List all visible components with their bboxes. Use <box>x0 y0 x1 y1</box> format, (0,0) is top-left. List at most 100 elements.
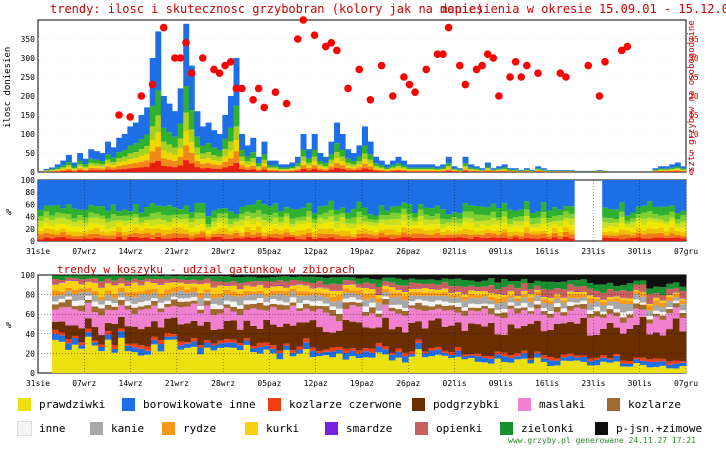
species-share-segment <box>342 352 350 360</box>
quality-share-segment <box>283 216 290 224</box>
efficiency-dot <box>327 39 336 47</box>
quality-share-segment <box>306 211 313 217</box>
y2-tick-label: 20 <box>689 92 699 101</box>
report-bar-segment <box>440 169 447 171</box>
quality-share-segment <box>406 237 413 241</box>
quality-share-segment <box>356 211 363 218</box>
quality-share-segment <box>412 212 419 218</box>
quality-share-segment <box>294 220 301 225</box>
species-share-segment <box>501 352 509 357</box>
species-share-segment <box>586 294 594 296</box>
species-share-segment <box>520 350 528 354</box>
report-bar-segment <box>233 162 240 172</box>
quality-share-segment <box>641 230 648 235</box>
species-share-segment <box>269 324 277 346</box>
species-share-segment <box>131 326 139 344</box>
species-share-segment <box>441 301 449 306</box>
report-bar-segment <box>88 149 95 159</box>
species-share-segment <box>567 353 575 357</box>
species-share-segment <box>619 312 627 318</box>
species-share-segment <box>593 297 601 300</box>
quality-share-segment <box>546 218 553 223</box>
report-bar-segment <box>160 150 167 159</box>
species-share-segment <box>369 328 377 349</box>
species-share-segment <box>322 306 330 313</box>
species-share-segment <box>289 297 297 303</box>
report-bar-segment <box>484 171 491 172</box>
quality-share-segment <box>105 235 112 239</box>
quality-share-segment <box>239 206 246 214</box>
species-share-segment <box>573 293 581 299</box>
quality-share-segment <box>524 216 530 223</box>
report-bar-segment <box>144 153 151 161</box>
species-share-segment <box>593 306 601 312</box>
efficiency-dot <box>249 96 257 104</box>
report-bar-segment <box>401 168 408 170</box>
quality-share-segment <box>501 223 508 229</box>
species-share-segment <box>131 278 139 282</box>
report-bar-segment <box>88 158 95 163</box>
quality-share-segment <box>406 180 413 205</box>
report-bar-segment <box>384 169 391 171</box>
legend-swatch <box>17 421 32 436</box>
efficiency-dot <box>115 111 123 119</box>
quality-share-segment <box>183 229 190 234</box>
y2-tick-label: 5 <box>689 149 694 158</box>
report-bar-segment <box>54 167 61 169</box>
species-share-segment <box>501 356 509 363</box>
report-bar-segment <box>211 164 218 169</box>
report-bar-segment <box>339 149 346 157</box>
efficiency-dot <box>282 99 291 108</box>
quality-share-segment <box>38 234 44 240</box>
species-share-segment <box>342 280 350 285</box>
quality-share-segment <box>680 232 687 236</box>
quality-share-segment <box>43 205 50 212</box>
species-share-segment <box>428 356 436 373</box>
species-share-segment <box>151 288 159 293</box>
species-share-segment <box>203 292 211 299</box>
efficiency-dot <box>405 80 414 89</box>
quality-share-segment <box>172 218 179 224</box>
quality-share-segment <box>373 226 380 232</box>
report-bar-segment <box>65 162 72 166</box>
quality-share-segment <box>65 180 72 205</box>
report-bar-segment <box>389 165 396 168</box>
quality-share-segment <box>322 233 329 239</box>
species-share-segment <box>91 301 99 307</box>
species-share-segment <box>593 284 601 291</box>
species-share-segment <box>586 335 594 359</box>
species-share-segment <box>461 286 469 294</box>
quality-share-segment <box>641 238 648 241</box>
species-share-segment <box>170 275 178 277</box>
report-bar-segment <box>166 144 173 153</box>
quality-share-segment <box>384 237 391 241</box>
species-share-segment <box>170 282 178 288</box>
report-bar-segment <box>294 167 301 170</box>
report-bar-segment <box>283 169 290 171</box>
species-share-segment <box>217 340 225 344</box>
species-share-segment <box>316 277 324 282</box>
species-share-segment <box>223 347 231 373</box>
report-bar-segment <box>99 168 106 171</box>
quality-share-segment <box>618 229 625 235</box>
species-share-segment <box>197 292 205 299</box>
species-share-segment <box>388 304 396 308</box>
species-share-segment <box>534 351 542 354</box>
report-bar-segment <box>490 169 497 171</box>
report-bar-segment <box>322 169 329 171</box>
report-bar-segment <box>306 158 313 163</box>
species-share-segment <box>415 279 423 284</box>
x-tick-label: 12paz <box>304 247 328 256</box>
species-share-segment <box>256 347 264 354</box>
report-bar-segment <box>160 96 167 128</box>
species-share-segment <box>468 280 476 286</box>
quality-share-segment <box>468 205 475 212</box>
species-share-segment <box>111 323 119 345</box>
quality-share-segment <box>652 233 659 238</box>
species-share-segment <box>309 311 317 321</box>
species-share-segment <box>362 306 370 312</box>
species-share-segment <box>514 298 522 302</box>
quality-share-segment <box>434 224 441 229</box>
species-share-segment <box>586 295 594 299</box>
species-share-segment <box>448 297 456 303</box>
